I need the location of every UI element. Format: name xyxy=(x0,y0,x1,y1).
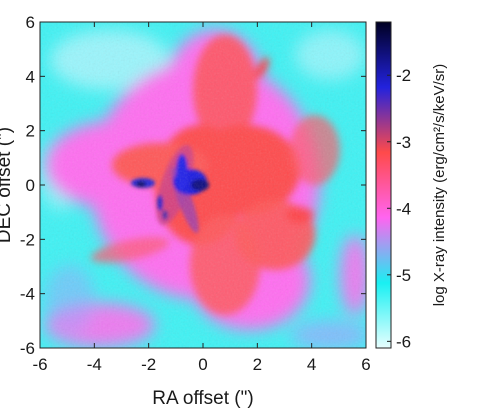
heatmap-image xyxy=(40,22,366,348)
colorbar-tick-label: -4 xyxy=(396,199,411,218)
x-axis: -6 -4 -2 0 2 4 6 xyxy=(32,22,371,374)
x-axis-title: RA offset (") xyxy=(152,388,253,409)
x-tick-label: 4 xyxy=(307,355,316,374)
y-tick-label: 0 xyxy=(26,176,35,195)
colorbar-tick-label: -5 xyxy=(396,266,411,285)
colorbar-ticks: -6 -5 -4 -3 -2 xyxy=(387,66,411,351)
colorbar-gradient xyxy=(375,21,392,349)
x-tick-label: 2 xyxy=(253,355,262,374)
x-tick-label: 0 xyxy=(198,355,207,374)
colorbar-title: log X-ray intensity (erg/cm²/s/keV/sr) xyxy=(431,64,448,307)
y-tick-label: 2 xyxy=(26,122,35,141)
y-axis-title: DEC offset (") xyxy=(0,127,15,243)
colorbar-tick-label: -6 xyxy=(396,332,411,351)
y-tick-label: 4 xyxy=(26,67,35,86)
x-tick-label: -4 xyxy=(87,355,102,374)
heatmap-noise xyxy=(40,22,366,348)
x-tick-label: 6 xyxy=(361,355,370,374)
y-tick-label: -2 xyxy=(20,230,35,249)
colorbar-tick-label: -2 xyxy=(396,66,411,85)
y-axis: -6 -4 -2 0 2 4 6 xyxy=(20,13,366,358)
x-tick-label: -2 xyxy=(141,355,156,374)
y-tick-label: -6 xyxy=(20,339,35,358)
x-tick-label: -6 xyxy=(32,355,47,374)
y-tick-label: 6 xyxy=(26,13,35,32)
colorbar: -6 -5 -4 -3 -2 log X-ray intensity (erg/cm²/… xyxy=(375,21,448,351)
y-tick-label: -4 xyxy=(20,285,35,304)
colorbar-tick-label: -3 xyxy=(396,133,411,152)
